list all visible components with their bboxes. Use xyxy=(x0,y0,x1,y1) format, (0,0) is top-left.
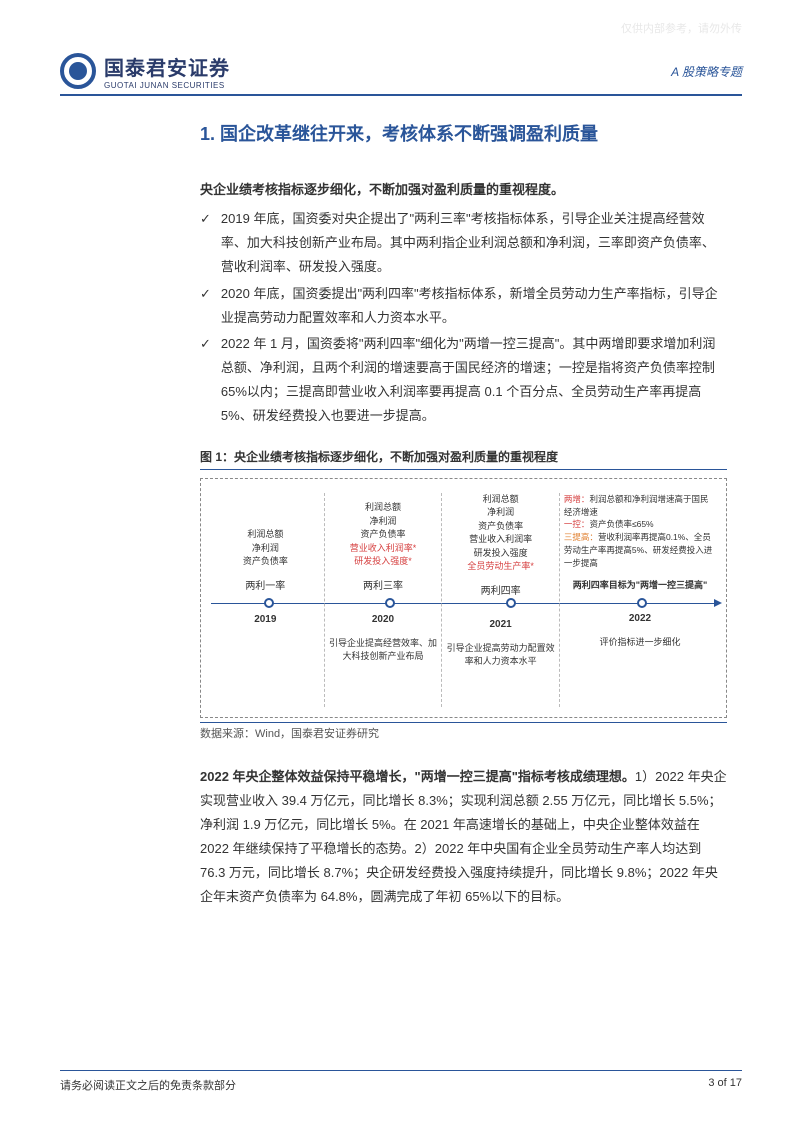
intro-bold: 央企业绩考核指标逐步细化，不断加强对盈利质量的重视程度。 xyxy=(200,178,727,201)
metric: 净利润 xyxy=(467,506,534,520)
figure-source: 数据来源：Wind，国泰君安证券研究 xyxy=(200,722,727,741)
stage-label: 两利一率 xyxy=(245,579,285,594)
logo: 国泰君安证券 GUOTAI JUNAN SECURITIES xyxy=(60,52,230,90)
company-name-cn: 国泰君安证券 xyxy=(104,52,230,81)
metric-new: 研发投入强度* xyxy=(350,555,417,569)
paragraph-2: 2022 年央企整体效益保持平稳增长，"两增一控三提高"指标考核成绩理想。1）2… xyxy=(200,765,727,909)
year-label: 2020 xyxy=(372,612,394,627)
section-heading: 国企改革继往开来，考核体系不断强调盈利质量 xyxy=(220,124,598,144)
stage-label: 两利三率 xyxy=(363,579,403,594)
metric: 净利润 xyxy=(243,542,288,556)
stage-label: 两利四率目标为"两增一控三提高" xyxy=(573,579,708,593)
timeline-col: 利润总额 净利润 资产负债率 营业收入利润率 研发投入强度 全员劳动生产率* 两… xyxy=(442,493,560,707)
watermark-text: 仅供内部参考，请勿外传 xyxy=(621,20,742,36)
bullet-item: ✓ 2020 年底，国资委提出"两利四率"考核指标体系，新增全员劳动力生产率指标… xyxy=(200,282,727,330)
figure-timeline: 利润总额 净利润 资产负债率 两利一率 2019 利润总额 净利润 资产负债率 … xyxy=(200,478,727,718)
metric: 利润总额 xyxy=(243,528,288,542)
metric-new: 营业收入利润率* xyxy=(350,542,417,556)
timeline-col: 利润总额 净利润 资产负债率 两利一率 2019 xyxy=(207,493,325,707)
bullet-item: ✓ 2022 年 1 月，国资委将"两利四率"细化为"两增一控三提高"。其中两增… xyxy=(200,332,727,428)
stage-desc: 引导企业提高劳动力配置效率和人力资本水平 xyxy=(446,642,555,669)
section-title: 1. 国企改革继往开来，考核体系不断强调盈利质量 xyxy=(200,120,727,146)
tag-orange: 三提高： xyxy=(564,532,598,542)
page-number: 3 of 17 xyxy=(708,1077,742,1093)
page-footer: 请务必阅读正文之后的免责条款部分 3 of 17 xyxy=(60,1070,742,1093)
tag-red: 两增： xyxy=(564,494,590,504)
bullet-list: ✓ 2019 年底，国资委对央企提出了"两利三率"考核指标体系，引导企业关注提高… xyxy=(200,207,727,427)
company-name-en: GUOTAI JUNAN SECURITIES xyxy=(104,81,230,90)
tag-text: 资产负债率≤65% xyxy=(589,519,653,529)
footer-disclaimer: 请务必阅读正文之后的免责条款部分 xyxy=(60,1077,236,1093)
bullet-text: 2020 年底，国资委提出"两利四率"考核指标体系，新增全员劳动力生产率指标，引… xyxy=(221,282,727,330)
check-icon: ✓ xyxy=(200,332,211,428)
logo-icon xyxy=(60,53,96,89)
metric: 净利润 xyxy=(350,515,417,529)
metric: 资产负债率 xyxy=(350,528,417,542)
metric-new: 全员劳动生产率* xyxy=(467,560,534,574)
bullet-text: 2022 年 1 月，国资委将"两利四率"细化为"两增一控三提高"。其中两增即要… xyxy=(221,332,727,428)
check-icon: ✓ xyxy=(200,282,211,330)
metric: 资产负债率 xyxy=(243,555,288,569)
stage-desc: 引导企业提高经营效率、加大科技创新产业布局 xyxy=(329,637,438,664)
page-header: 国泰君安证券 GUOTAI JUNAN SECURITIES A 股策略专题 xyxy=(60,48,742,96)
figure-title: 图 1：央企业绩考核指标逐步细化，不断加强对盈利质量的重视程度 xyxy=(200,448,727,470)
para2-lead: 2022 年央企整体效益保持平稳增长，"两增一控三提高"指标考核成绩理想。 xyxy=(200,769,635,784)
timeline-col: 利润总额 净利润 资产负债率 营业收入利润率* 研发投入强度* 两利三率 202… xyxy=(325,493,443,707)
year-label: 2022 xyxy=(629,611,651,626)
tag-red: 一控： xyxy=(564,519,590,529)
metric: 营业收入利润率 xyxy=(467,533,534,547)
metric: 利润总额 xyxy=(467,493,534,507)
timeline-col: 两增：利润总额和净利润增速高于国民经济增速 一控：资产负债率≤65% 三提高：营… xyxy=(560,493,720,707)
main-content: 1. 国企改革继往开来，考核体系不断强调盈利质量 央企业绩考核指标逐步细化，不断… xyxy=(200,120,727,909)
metric: 资产负债率 xyxy=(467,520,534,534)
check-icon: ✓ xyxy=(200,207,211,279)
year-label: 2021 xyxy=(489,617,511,632)
year-label: 2019 xyxy=(254,612,276,627)
header-category: A 股策略专题 xyxy=(671,63,742,80)
metric: 研发投入强度 xyxy=(467,547,534,561)
bullet-text: 2019 年底，国资委对央企提出了"两利三率"考核指标体系，引导企业关注提高经营… xyxy=(221,207,727,279)
bullet-item: ✓ 2019 年底，国资委对央企提出了"两利三率"考核指标体系，引导企业关注提高… xyxy=(200,207,727,279)
stage-label: 两利四率 xyxy=(481,584,521,599)
stage-desc: 评价指标进一步细化 xyxy=(599,636,680,650)
metric: 利润总额 xyxy=(350,501,417,515)
para2-body: 1）2022 年央企实现营业收入 39.4 万亿元，同比增长 8.3%；实现利润… xyxy=(200,769,727,904)
section-number: 1. xyxy=(200,124,215,144)
